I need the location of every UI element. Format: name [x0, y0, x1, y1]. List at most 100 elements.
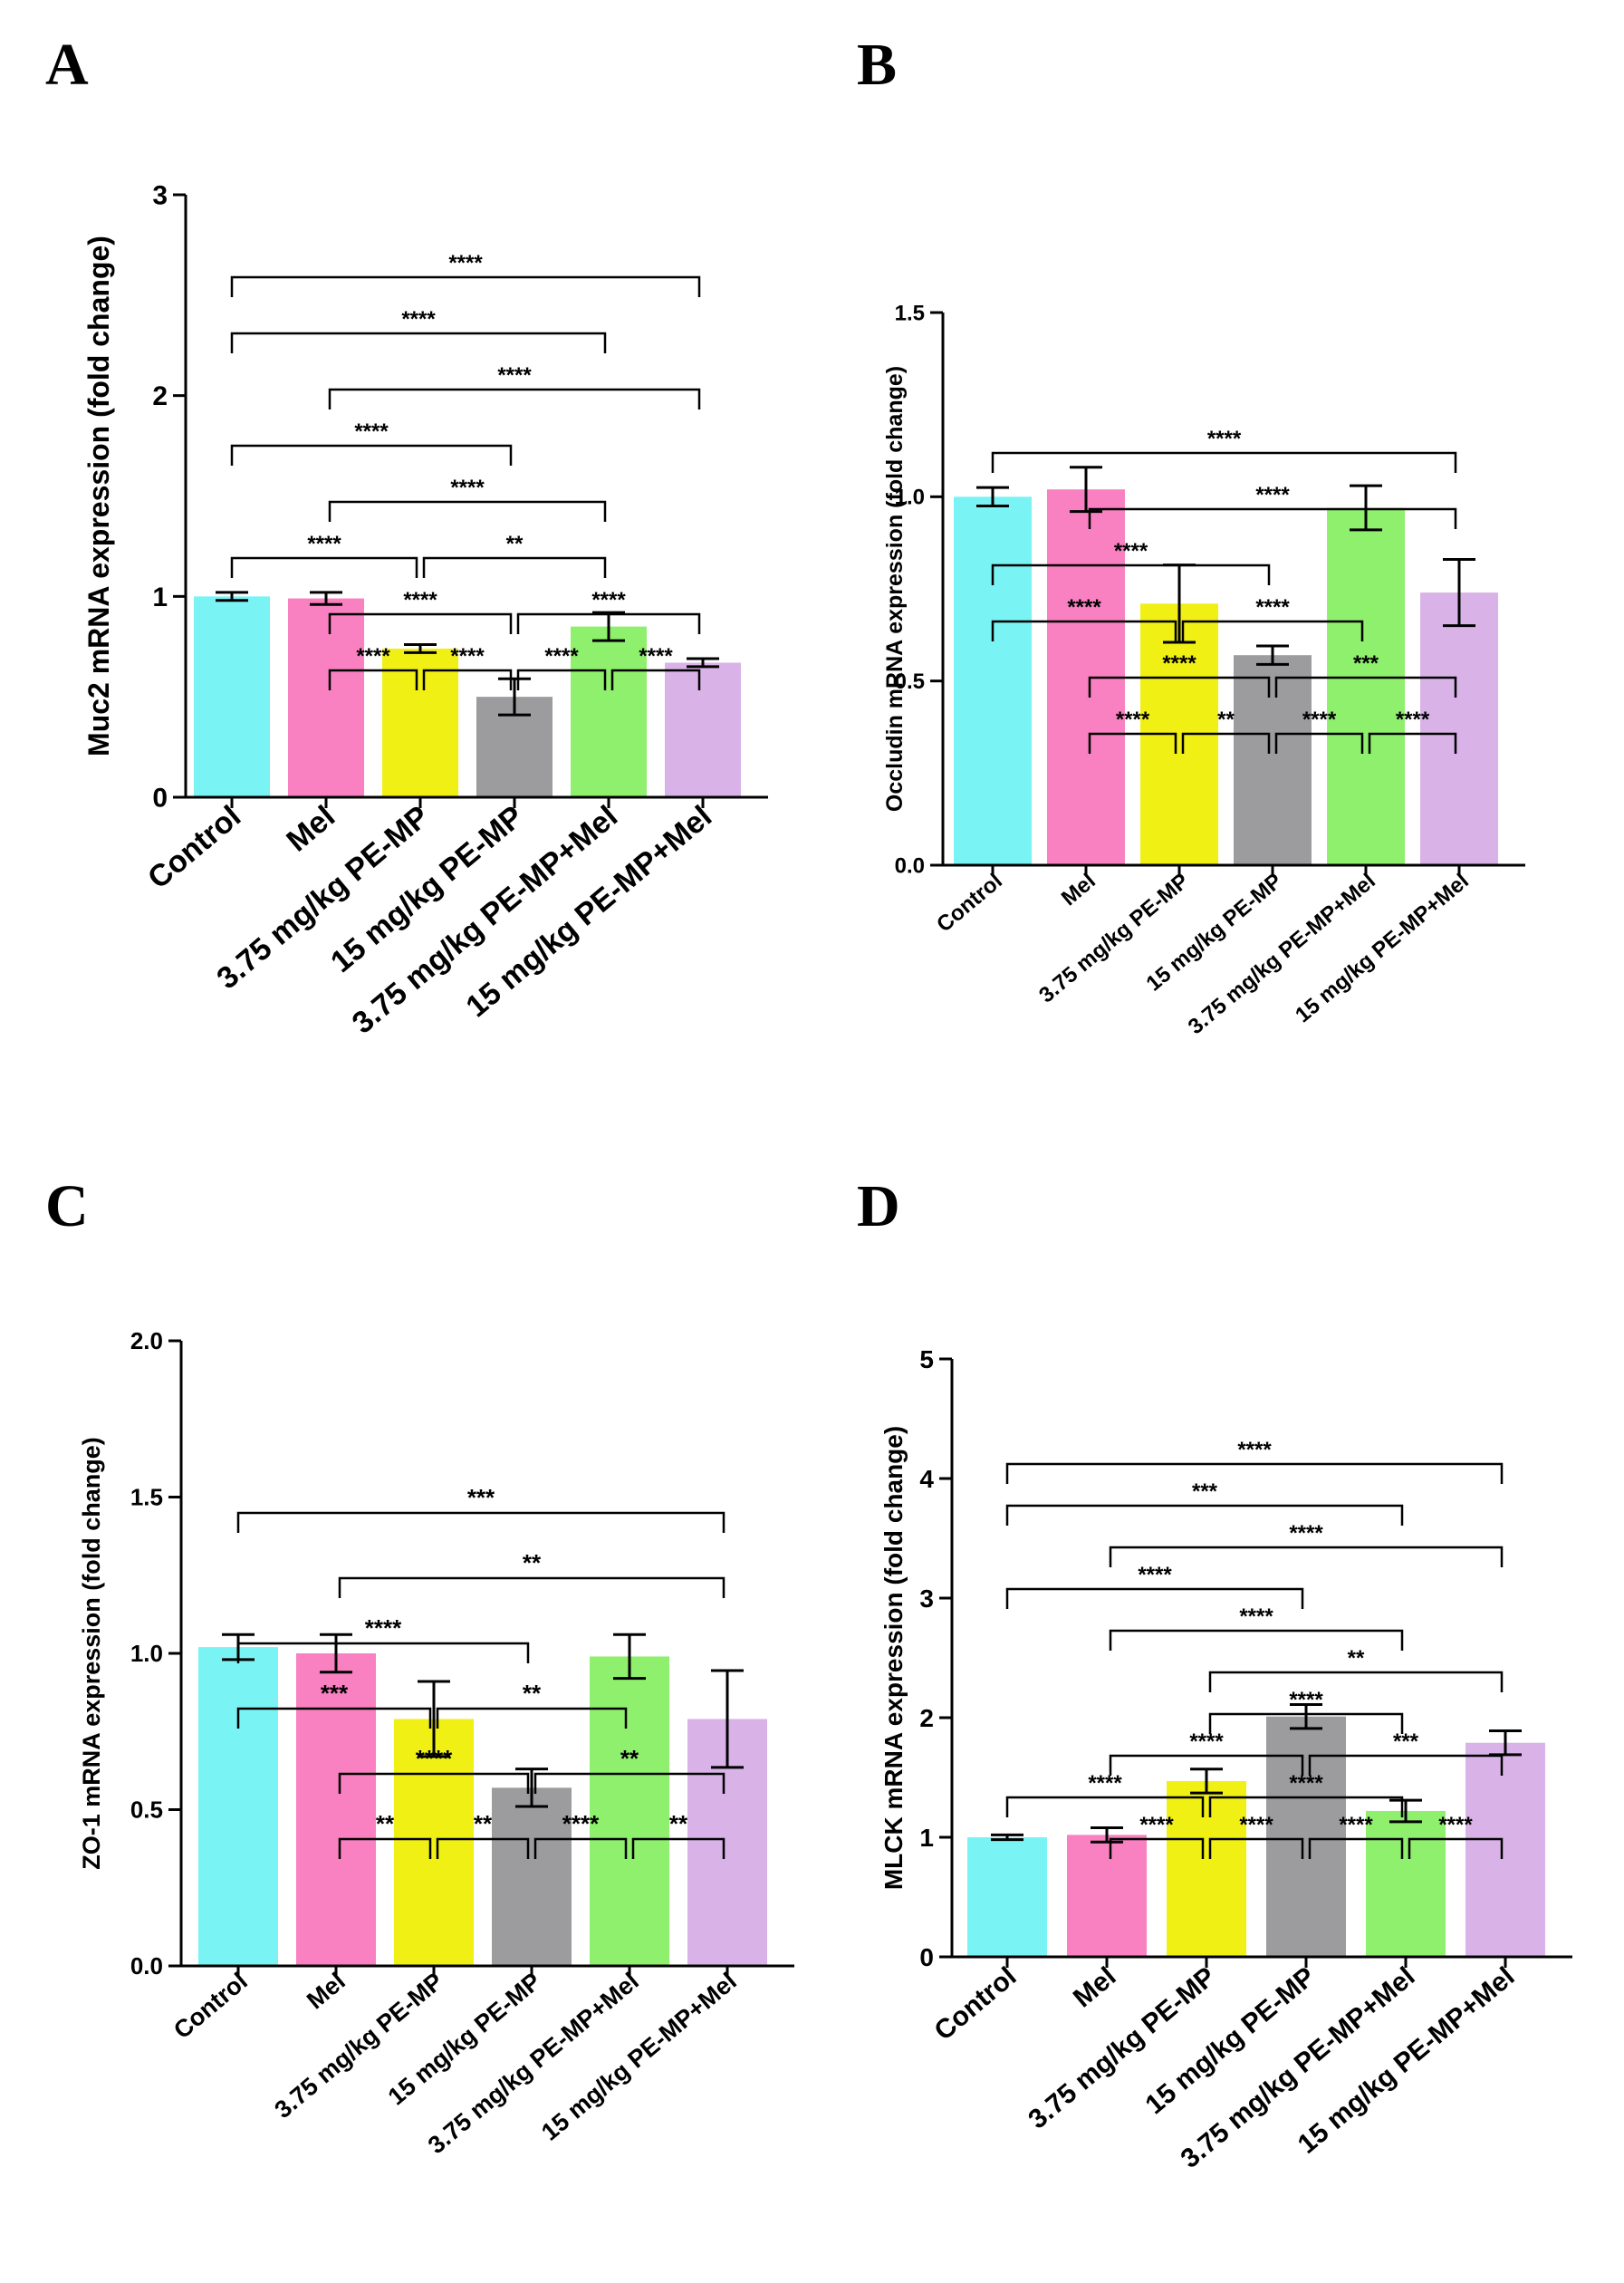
y-tick-label: 0: [919, 1943, 934, 1971]
significance-bracket: **: [1181, 708, 1271, 754]
significance-bracket: ****: [991, 539, 1271, 585]
significance-label: ****: [1239, 1604, 1273, 1629]
y-tick-label: 2: [152, 381, 168, 411]
significance-bracket: ****: [236, 1614, 530, 1663]
category-label: Mel: [280, 799, 341, 859]
significance-label: **: [1348, 1646, 1365, 1671]
y-tick-label: 1.5: [895, 301, 925, 325]
significance-label: **: [1217, 708, 1235, 732]
category-label: Mel: [302, 1968, 351, 2015]
significance-label: ***: [1192, 1479, 1218, 1504]
significance-bracket: ****: [991, 595, 1177, 641]
significance-bracket: ****: [230, 251, 701, 297]
significance-bracket: ****: [328, 476, 607, 522]
significance-label: ****: [356, 644, 390, 669]
significance-label: **: [523, 1680, 542, 1707]
significance-label: ****: [1396, 708, 1430, 732]
y-tick-label: 2: [919, 1704, 934, 1732]
significance-bracket: ****: [230, 307, 607, 353]
significance-label: ****: [1289, 1771, 1323, 1796]
error-bar: [310, 591, 342, 606]
bar: [382, 648, 458, 797]
significance-label: **: [669, 1810, 688, 1837]
significance-bracket: ****: [230, 532, 418, 578]
significance-bracket: ***: [236, 1680, 432, 1729]
bar: [590, 1656, 669, 1966]
error-bar: [711, 1669, 744, 1769]
significance-label: ****: [1138, 1563, 1172, 1587]
significance-label: ****: [1189, 1729, 1224, 1754]
category-label: Control: [141, 799, 247, 896]
significance-bracket: ****: [1005, 1438, 1504, 1484]
bar: [1067, 1835, 1147, 1957]
significance-bracket: ****: [328, 363, 701, 409]
significance-label: ****: [1255, 483, 1290, 507]
significance-label: ****: [307, 532, 341, 556]
significance-bracket: **: [533, 1745, 726, 1794]
bar: [1420, 592, 1498, 865]
significance-bracket: ****: [1208, 1771, 1404, 1817]
error-bar: [991, 1833, 1023, 1842]
significance-label: ***: [467, 1484, 495, 1511]
significance-label: **: [523, 1549, 542, 1576]
significance-bracket: ****: [328, 644, 418, 690]
category-label: 3.75 mg/kg PE-MP: [269, 1968, 447, 2124]
y-tick-label: 1.0: [130, 1640, 163, 1667]
error-bar: [1190, 1768, 1223, 1795]
error-bar: [1389, 1798, 1422, 1824]
panel-letter: D: [857, 1173, 900, 1239]
error-bar: [592, 611, 625, 642]
category-label: Control: [932, 869, 1007, 938]
significance-label: ****: [1255, 595, 1290, 620]
y-axis-title: ZO-1 mRNA expression (fold change): [78, 1437, 105, 1870]
significance-label: ****: [401, 307, 436, 332]
y-tick-label: 0.5: [895, 669, 925, 694]
error-bar: [320, 1633, 352, 1674]
category-label: 3.75 mg/kg PE-MP: [1034, 869, 1194, 1008]
significance-label: ****: [1207, 427, 1242, 451]
significance-bracket: ****: [1005, 1771, 1205, 1817]
bar: [1266, 1716, 1346, 1957]
significance-label: ****: [450, 476, 485, 500]
y-tick-label: 0.0: [130, 1952, 163, 1980]
significance-bracket: **: [338, 1549, 726, 1598]
category-label: Mel: [1057, 869, 1100, 910]
error-bar: [1290, 1702, 1322, 1730]
category-label: Control: [168, 1968, 253, 2045]
significance-label: ****: [639, 644, 673, 669]
significance-bracket: ****: [1208, 1688, 1404, 1734]
significance-label: ****: [1239, 1813, 1273, 1837]
significance-label: ****: [1289, 1521, 1323, 1546]
y-tick-label: 0: [152, 784, 168, 814]
significance-bracket: ****: [1408, 1813, 1504, 1859]
significance-bracket: ****: [991, 427, 1457, 473]
significance-label: ****: [450, 644, 485, 669]
bar: [198, 1647, 278, 1966]
significance-label: ****: [365, 1614, 402, 1642]
significance-bracket: ***: [1308, 1729, 1504, 1776]
y-tick-label: 1: [919, 1824, 934, 1852]
y-tick-label: 2.0: [130, 1327, 163, 1354]
significance-label: ****: [1339, 1813, 1373, 1837]
significance-bracket: **: [338, 1810, 432, 1859]
error-bar: [687, 657, 719, 669]
y-tick-label: 0.5: [130, 1797, 163, 1824]
significance-label: ****: [1289, 1688, 1323, 1712]
significance-bracket: ****: [1109, 1521, 1504, 1567]
significance-label: **: [474, 1810, 493, 1837]
significance-label: ****: [497, 363, 532, 388]
significance-bracket: ***: [1005, 1479, 1404, 1526]
error-bar: [1091, 1825, 1123, 1844]
significance-bracket: ****: [533, 1810, 628, 1859]
significance-label: ***: [1353, 651, 1379, 676]
category-label: 15 mg/kg PE-MP: [1139, 1961, 1321, 2120]
error-bar: [613, 1633, 646, 1681]
error-bar: [498, 677, 531, 717]
error-bar: [216, 591, 248, 602]
significance-label: ****: [1139, 1813, 1174, 1837]
significance-label: ****: [403, 588, 437, 612]
bar: [1167, 1780, 1246, 1957]
bar: [954, 496, 1032, 865]
significance-bracket: ****: [1368, 708, 1457, 754]
